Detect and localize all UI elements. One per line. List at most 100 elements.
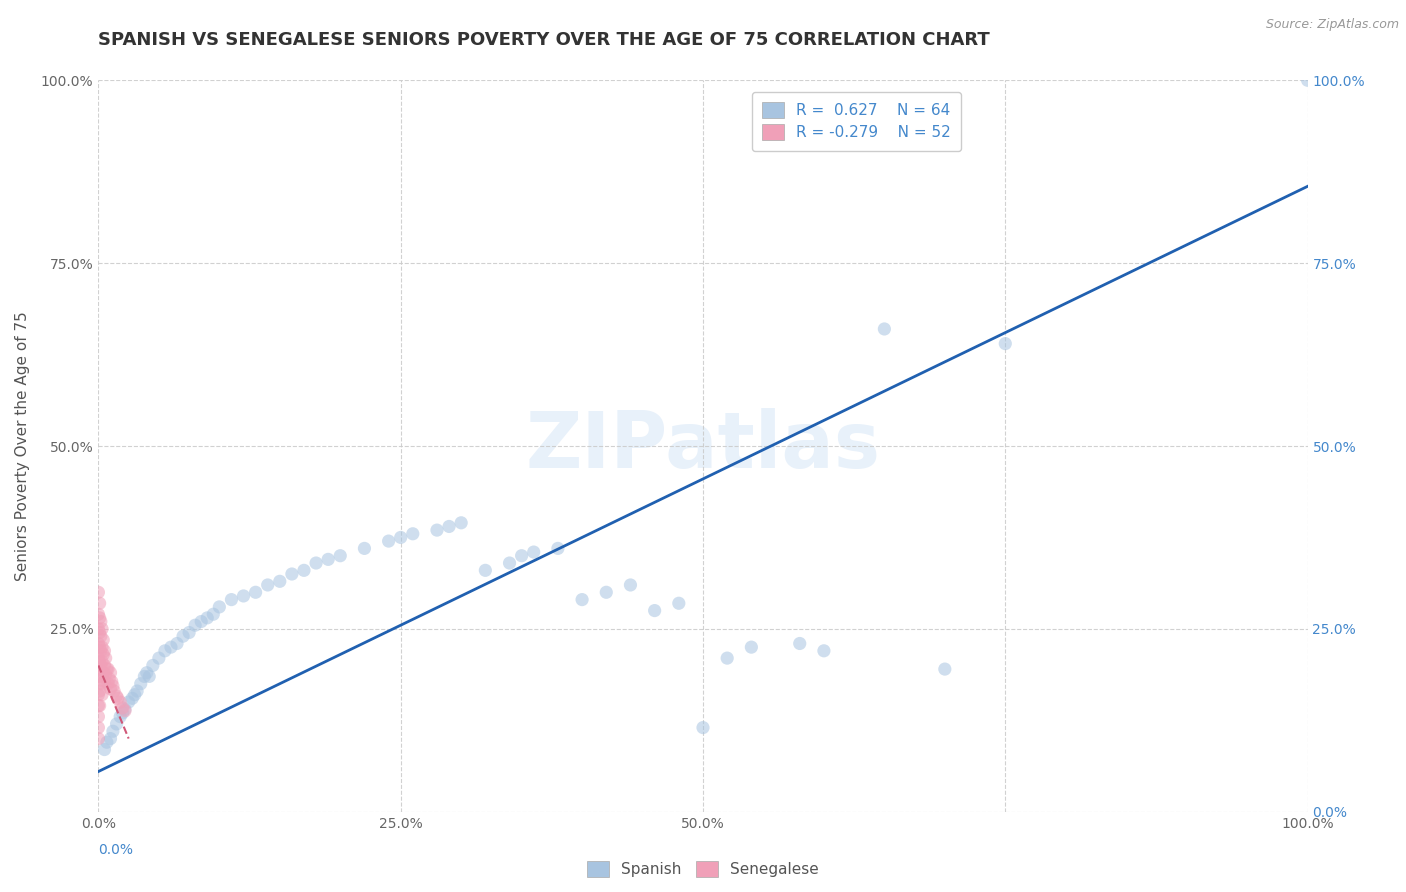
Point <box>103 684 125 698</box>
Point <box>87 709 110 723</box>
Point <box>100 674 122 689</box>
Point <box>90 658 112 673</box>
Point <box>873 322 896 336</box>
Point <box>426 523 449 537</box>
Point <box>87 731 110 746</box>
Point <box>124 688 146 702</box>
Point <box>692 721 714 735</box>
Text: SPANISH VS SENEGALESE SENIORS POVERTY OVER THE AGE OF 75 CORRELATION CHART: SPANISH VS SENEGALESE SENIORS POVERTY OV… <box>98 31 990 49</box>
Point <box>292 563 315 577</box>
Point <box>90 676 112 690</box>
Point <box>232 589 254 603</box>
Point <box>97 662 120 676</box>
Point <box>90 615 112 629</box>
Point <box>87 688 110 702</box>
Point <box>87 636 110 650</box>
Point <box>813 644 835 658</box>
Point <box>134 669 156 683</box>
Point <box>96 735 118 749</box>
Y-axis label: Seniors Poverty Over the Age of 75: Seniors Poverty Over the Age of 75 <box>15 311 30 581</box>
Point <box>148 651 170 665</box>
Point <box>571 592 593 607</box>
Point <box>450 516 472 530</box>
Point <box>93 644 115 658</box>
Legend: Spanish, Senegalese: Spanish, Senegalese <box>579 854 827 885</box>
Point <box>135 665 157 680</box>
Point <box>172 629 194 643</box>
Point <box>474 563 496 577</box>
Point <box>91 648 114 662</box>
Point <box>89 625 111 640</box>
Point <box>89 698 111 713</box>
Point <box>91 665 114 680</box>
Point <box>91 669 114 683</box>
Point <box>402 526 425 541</box>
Point <box>153 644 176 658</box>
Point <box>90 629 112 643</box>
Point <box>107 691 129 706</box>
Point <box>305 556 328 570</box>
Point <box>716 651 738 665</box>
Point <box>740 640 762 655</box>
Point <box>93 658 115 673</box>
Point <box>101 679 124 693</box>
Point <box>105 717 128 731</box>
Point <box>90 644 112 658</box>
Point <box>100 731 122 746</box>
Point <box>190 615 212 629</box>
Point <box>87 721 110 735</box>
Point <box>89 655 111 669</box>
Point <box>184 618 207 632</box>
Point <box>498 556 520 570</box>
Point <box>994 336 1017 351</box>
Point <box>87 662 110 676</box>
Point <box>97 676 120 690</box>
Point <box>329 549 352 563</box>
Point <box>121 691 143 706</box>
Point <box>129 676 152 690</box>
Point <box>377 534 399 549</box>
Point <box>91 640 114 655</box>
Point <box>100 681 122 696</box>
Point <box>105 689 128 703</box>
Point <box>179 625 201 640</box>
Point <box>547 541 569 556</box>
Point <box>94 667 117 681</box>
Point <box>510 549 533 563</box>
Point <box>127 684 149 698</box>
Point <box>91 622 114 636</box>
Point <box>389 530 412 544</box>
Point <box>789 636 811 650</box>
Point <box>93 674 115 689</box>
Point <box>89 684 111 698</box>
Point <box>111 701 134 715</box>
Point <box>98 672 121 686</box>
Point <box>87 622 110 636</box>
Point <box>934 662 956 676</box>
Point <box>87 698 110 713</box>
Point <box>523 545 546 559</box>
Point <box>256 578 278 592</box>
Point <box>91 655 114 669</box>
Point <box>93 742 115 756</box>
Point <box>160 640 183 655</box>
Point <box>316 552 339 566</box>
Point <box>108 695 131 709</box>
Point <box>89 669 111 683</box>
Point <box>114 702 136 716</box>
Text: ZIPatlas: ZIPatlas <box>526 408 880 484</box>
Point <box>100 665 122 680</box>
Point <box>91 688 114 702</box>
Point <box>87 651 110 665</box>
Point <box>91 632 114 647</box>
Point <box>353 541 375 556</box>
Point <box>87 607 110 622</box>
Text: Source: ZipAtlas.com: Source: ZipAtlas.com <box>1265 18 1399 31</box>
Point <box>94 651 117 665</box>
Point <box>668 596 690 610</box>
Point <box>108 709 131 723</box>
Point <box>87 676 110 690</box>
Point <box>269 574 291 589</box>
Point <box>89 611 111 625</box>
Text: 0.0%: 0.0% <box>98 843 134 857</box>
